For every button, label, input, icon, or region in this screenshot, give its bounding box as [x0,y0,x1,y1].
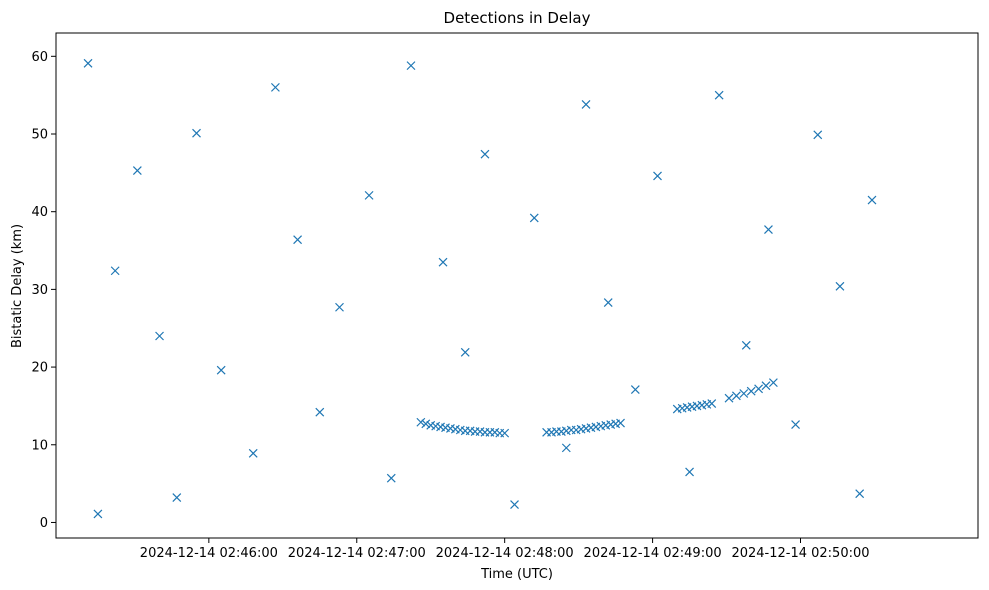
data-point [813,130,823,140]
data-point [791,420,800,429]
data-point [724,393,734,403]
data-point [855,489,865,499]
data-point [192,128,201,138]
y-tick-label: 30 [31,283,48,298]
x-axis-label: Time (UTC) [480,567,553,582]
y-tick-label: 50 [31,128,48,143]
data-point [500,428,510,438]
chart-title: Detections in Delay [444,9,591,27]
data-point [761,381,771,391]
x-tick-label: 2024-12-14 02:50:00 [731,546,869,561]
data-point [630,385,640,395]
data-point [616,418,625,428]
data-point [480,149,490,159]
data-point [132,166,142,175]
data-point [248,448,258,458]
data-point [110,266,120,276]
y-tick-label: 10 [31,438,48,453]
y-tick-label: 60 [31,50,48,65]
data-point [216,365,226,375]
x-tick-label: 2024-12-14 02:47:00 [288,546,426,561]
y-tick-label: 0 [40,516,48,531]
y-axis-label: Bistatic Delay (km) [10,224,25,348]
data-point [386,473,396,483]
data-point [867,195,877,205]
data-point [460,347,470,357]
data-point [714,90,724,100]
data-point [315,407,325,417]
data-point [603,298,613,308]
x-tick-label: 2024-12-14 02:49:00 [584,546,722,561]
y-tick-label: 40 [31,205,48,220]
data-point [270,82,280,92]
data-point [561,443,571,453]
data-point [172,493,182,503]
data-point [739,389,749,398]
data-point [707,399,717,409]
plot-frame [55,32,979,539]
x-tick-label: 2024-12-14 02:46:00 [140,546,278,561]
x-tick-label: 2024-12-14 02:48:00 [436,546,574,561]
data-point [293,235,303,245]
data-point [653,171,662,181]
data-point [335,302,344,312]
scatter-points [83,58,877,519]
data-point [93,509,103,519]
data-point [416,417,426,427]
data-point [731,391,741,401]
data-point [581,100,591,109]
data-point [510,500,519,510]
data-point [155,331,164,341]
data-point [768,378,778,388]
x-axis-ticks: 2024-12-14 02:46:00 2024-12-14 02:47:00 20… [140,538,870,561]
data-point [364,190,374,200]
data-point [746,386,756,396]
data-point [835,281,845,291]
data-point [421,419,431,429]
data-point [764,225,773,234]
data-point [685,467,694,477]
data-point [438,257,448,267]
y-tick-label: 20 [31,361,48,376]
data-point [406,61,416,71]
data-point [83,58,93,68]
y-axis-ticks: 0 10 20 30 40 50 60 [31,50,56,531]
data-point [754,384,764,394]
data-point [741,340,751,350]
data-point [529,213,539,223]
